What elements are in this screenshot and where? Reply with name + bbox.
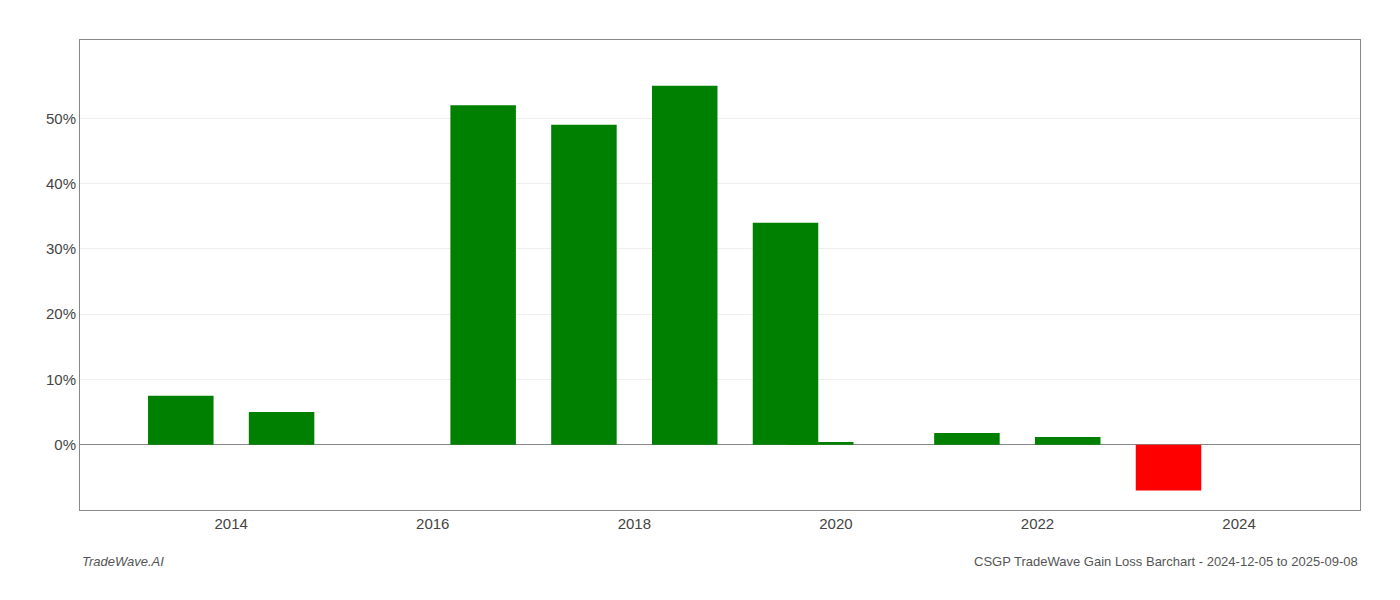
svg-text:TradeWave.AI: TradeWave.AI <box>82 554 164 569</box>
svg-text:50%: 50% <box>46 110 76 127</box>
svg-text:40%: 40% <box>46 175 76 192</box>
svg-text:2022: 2022 <box>1021 515 1054 532</box>
svg-text:2020: 2020 <box>819 515 852 532</box>
svg-text:CSGP TradeWave Gain Loss Barch: CSGP TradeWave Gain Loss Barchart - 2024… <box>974 554 1358 569</box>
svg-text:2024: 2024 <box>1222 515 1255 532</box>
svg-text:30%: 30% <box>46 240 76 257</box>
svg-text:0%: 0% <box>54 436 76 453</box>
svg-text:2016: 2016 <box>416 515 449 532</box>
svg-text:2018: 2018 <box>618 515 651 532</box>
svg-text:2014: 2014 <box>214 515 247 532</box>
svg-text:20%: 20% <box>46 305 76 322</box>
svg-text:10%: 10% <box>46 371 76 388</box>
